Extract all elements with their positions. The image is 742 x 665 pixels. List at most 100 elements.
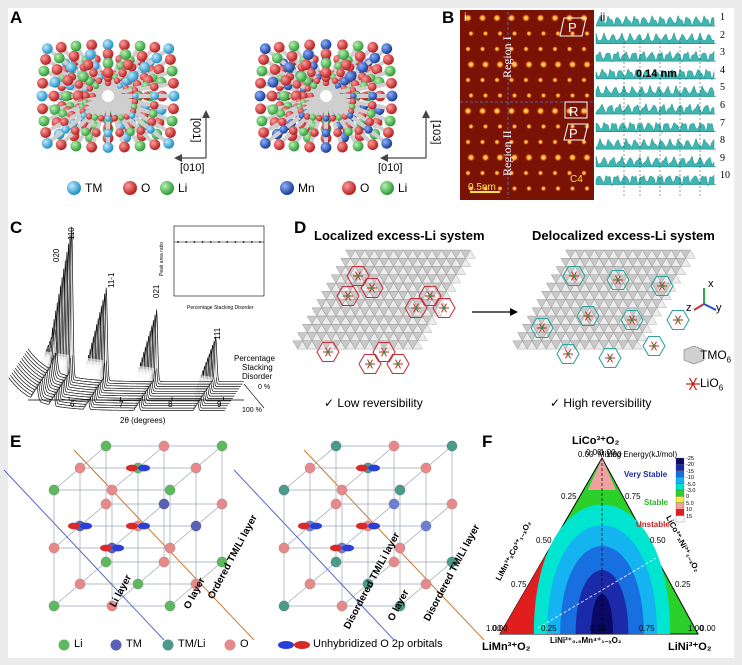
bottom-edge-tick: 0.25 [541, 624, 557, 633]
li-cluster-hexagon [358, 353, 382, 375]
axis-010-right-label: [010] [378, 162, 403, 174]
axis-y-label: y [716, 302, 722, 314]
atomic-column-spot [510, 153, 519, 162]
panel-b-label: B [442, 8, 455, 27]
atom-column-rod [43, 98, 104, 135]
atom [288, 140, 300, 152]
tmo6-octahedron [651, 307, 662, 317]
tmo6-octahedron [632, 340, 643, 350]
stack-high: 100 % [242, 407, 262, 414]
cation-atom [164, 484, 176, 496]
atom [255, 77, 266, 89]
atomic-column-spot [524, 60, 534, 69]
li-atom [442, 306, 446, 310]
atomic-column-spot [523, 170, 529, 176]
legend-li-right: Li [398, 181, 408, 195]
atomic-column-spot [540, 30, 547, 37]
atom [300, 59, 312, 71]
profile-row-number: 8 [720, 135, 725, 147]
peak-021: 021 [152, 284, 161, 298]
intensity-profile [595, 174, 715, 187]
atomic-column-spot [552, 170, 558, 176]
right-edge-tick: 0.50 [650, 536, 666, 545]
atom [41, 43, 53, 55]
cation-atom [164, 600, 176, 612]
atom [81, 127, 90, 137]
atom [92, 128, 101, 137]
li-cluster-hexagon [336, 285, 360, 307]
atom [321, 128, 331, 138]
xtick-9: 9 [217, 400, 222, 409]
diffraction-pattern [26, 235, 243, 385]
diffraction-pattern [14, 293, 232, 402]
atom-column-rod [88, 52, 108, 91]
atomic-column-spot [479, 139, 486, 145]
panel-e-label: E [10, 432, 22, 451]
atom [102, 39, 114, 50]
atom [383, 54, 394, 65]
legend-o-left: O [141, 181, 151, 195]
o-2p-orbital-lobe [126, 464, 138, 472]
tmo6-octahedron [431, 307, 442, 317]
diffraction-pattern [22, 251, 240, 390]
atom [59, 117, 69, 127]
panel-d-label: D [294, 218, 307, 237]
panel-a-legend-marks [67, 181, 394, 195]
atomic-column-spot [526, 92, 532, 99]
profile-row-number: 3 [720, 47, 725, 59]
atomic-column-spot [482, 185, 489, 192]
atomic-column-spot [497, 92, 503, 99]
atom [384, 115, 396, 127]
atom-column-rod [325, 101, 345, 150]
atomic-column-spot [465, 139, 471, 145]
profile-row-number: 9 [720, 152, 725, 164]
atom [61, 125, 70, 134]
atom [320, 67, 332, 78]
cation-atom [190, 520, 202, 532]
atom [149, 139, 161, 151]
atom [95, 77, 103, 85]
atom [40, 127, 51, 138]
bottom-edge-tick: 1.00 [688, 624, 704, 633]
inset-point [193, 241, 196, 243]
atom-column-rod [89, 101, 109, 150]
atom [367, 82, 377, 92]
cation-atom [158, 498, 170, 510]
atomic-column-spot [539, 153, 548, 162]
atom [102, 57, 114, 69]
panel-f-label: F [482, 432, 493, 451]
li-atom [540, 326, 544, 330]
atom [331, 77, 339, 85]
li-cluster-hexagon [620, 309, 644, 331]
atomic-column-spot [555, 185, 561, 192]
inset-ylabel: Peak area ratio [159, 242, 165, 276]
atom [89, 68, 98, 78]
inset-xlabel: Percentage Stacking Disorder [187, 305, 254, 311]
atomic-column-spot [492, 106, 502, 116]
o-atom [330, 498, 342, 510]
atomic-column-spot [494, 77, 500, 83]
cation-atom [394, 600, 406, 612]
atom-column-rod [41, 97, 103, 123]
atom [344, 127, 353, 137]
atom [165, 127, 176, 138]
cation-atom [388, 498, 400, 510]
atom [302, 49, 314, 61]
tmo6-octahedron [685, 249, 696, 259]
atom [168, 103, 179, 115]
atomic-column-spot [465, 170, 471, 176]
atomic-column-spot [550, 106, 560, 116]
left-edge-tick: 0.00 [586, 448, 602, 457]
atom [40, 54, 51, 65]
atom [366, 109, 376, 119]
atom [336, 68, 345, 78]
intensity-profile [595, 68, 715, 81]
tmo6-octahedron [656, 299, 667, 308]
atomic-column-spot [508, 170, 515, 176]
atom [280, 74, 292, 86]
atomic-column-spot [511, 30, 518, 37]
o-atom [48, 542, 60, 554]
atom [116, 82, 124, 90]
axis-y-arrow [703, 303, 717, 311]
atom [41, 137, 53, 149]
